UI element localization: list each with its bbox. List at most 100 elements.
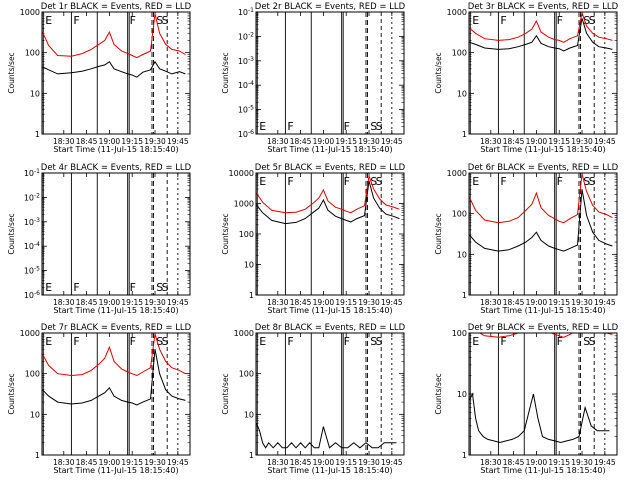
x-axis-label: Start Time (11-Jul-15 18:15:40) [267, 466, 392, 475]
marker-label-s: S [370, 335, 377, 348]
x-tick-label: 19:30 [358, 458, 380, 467]
x-tick-label: 18:45 [503, 137, 525, 146]
y-tick-label: 10-6 [24, 290, 40, 300]
series-events-line [42, 60, 186, 78]
x-tick-label: 18:30 [480, 137, 502, 146]
x-tick-label: 19:30 [358, 137, 380, 146]
x-tick-label: 19:45 [594, 137, 616, 146]
y-tick-label: 100 [25, 49, 40, 58]
marker-label-s: S [376, 335, 383, 348]
series-events-line [469, 392, 610, 444]
x-tick-label: 19:45 [167, 458, 189, 467]
y-tick-label: 1 [462, 451, 467, 460]
y-tick-label: 10-5 [24, 266, 40, 276]
y-tick-label: 100 [452, 329, 467, 338]
x-tick-label: 18:30 [53, 458, 75, 467]
panel-det-1r: Det 1r BLACK = Events, RED = LLD Counts/s… [7, 2, 192, 154]
y-tick-label: 1 [249, 451, 254, 460]
x-tick-label: 19:30 [571, 137, 593, 146]
y-tick-label: 10-5 [238, 105, 254, 115]
panel-title: Det 5r BLACK = Events, RED = LLD [255, 163, 406, 173]
marker-label-s: S [589, 14, 596, 27]
x-tick-label: 18:30 [267, 458, 289, 467]
x-tick-label: 19:15 [548, 137, 570, 146]
marker-label-f: F [557, 175, 563, 188]
x-tick-label: 19:00 [526, 137, 548, 146]
marker-label-f: F [73, 281, 79, 294]
series-events-line [42, 349, 186, 406]
x-tick-label: 18:30 [480, 458, 502, 467]
y-axis-label: Counts/sec [7, 373, 16, 414]
marker-label-f: F [73, 14, 79, 27]
marker-label-e: E [259, 335, 266, 348]
x-tick-label: 19:00 [313, 298, 335, 307]
panel-title: Det 2r BLACK = Events, RED = LLD [255, 2, 406, 12]
panel-title: Det 9r BLACK = Events, RED = LLD [468, 323, 619, 333]
x-tick-label: 19:45 [381, 298, 403, 307]
y-tick-label: 10 [457, 390, 467, 399]
panel-title: Det 1r BLACK = Events, RED = LLD [41, 2, 192, 12]
marker-label-s: S [162, 335, 169, 348]
y-tick-label: 1 [462, 130, 467, 139]
x-axis-label: Start Time (11-Jul-15 18:15:40) [267, 306, 392, 315]
y-tick-label: 10-4 [238, 80, 254, 90]
y-tick-label: 1000 [447, 8, 467, 17]
marker-label-f: F [130, 335, 136, 348]
series-lld-line [42, 13, 186, 59]
marker-label-s: S [156, 335, 163, 348]
x-tick-label: 18:30 [53, 137, 75, 146]
x-tick-label: 19:15 [121, 137, 143, 146]
y-tick-label: 1000 [234, 200, 254, 209]
marker-label-f: F [557, 14, 563, 27]
y-tick-label: 10-4 [24, 241, 40, 251]
series-lld-line [469, 12, 613, 43]
series-events-line [469, 18, 613, 52]
panel-det-4r: Det 4r BLACK = Events, RED = LLD Counts/s… [7, 163, 192, 315]
x-tick-label: 19:45 [594, 458, 616, 467]
panel-det-6r: Det 6r BLACK = Events, RED = LLD Counts/s… [434, 163, 619, 315]
panel-det-9r: Det 9r BLACK = Events, RED = LLD Counts/s… [434, 323, 619, 475]
x-tick-label: 18:45 [503, 458, 525, 467]
y-tick-label: 1 [249, 291, 254, 300]
marker-label-s: S [370, 120, 377, 133]
marker-label-e: E [472, 335, 479, 348]
y-tick-label: 10 [457, 250, 467, 259]
y-tick-label: 1 [462, 291, 467, 300]
x-tick-label: 18:30 [53, 298, 75, 307]
marker-label-s: S [156, 14, 163, 27]
x-tick-label: 19:45 [381, 137, 403, 146]
series-lld-line [256, 175, 400, 214]
y-axis-label: Counts/sec [221, 213, 230, 254]
x-tick-label: 19:45 [594, 298, 616, 307]
series-lld-line [469, 173, 613, 224]
marker-label-s: S [370, 175, 377, 188]
x-tick-label: 18:45 [76, 137, 98, 146]
x-axis-label: Start Time (11-Jul-15 18:15:40) [480, 306, 605, 315]
x-tick-label: 19:15 [548, 458, 570, 467]
y-tick-label: 10000 [229, 169, 254, 178]
marker-label-e: E [259, 175, 266, 188]
x-axis-label: Start Time (11-Jul-15 18:15:40) [53, 466, 178, 475]
panel-det-8r: Det 8r BLACK = Events, RED = LLD Counts/s… [221, 323, 406, 475]
y-tick-label: 10-3 [24, 217, 40, 227]
x-tick-label: 19:15 [121, 298, 143, 307]
marker-label-s: S [156, 281, 163, 294]
plot-frame [255, 172, 405, 296]
marker-label-f: F [500, 335, 506, 348]
x-tick-label: 18:45 [76, 458, 98, 467]
panel-det-5r: Det 5r BLACK = Events, RED = LLD Counts/s… [221, 163, 406, 315]
marker-label-e: E [472, 14, 479, 27]
marker-label-f: F [287, 335, 293, 348]
x-tick-label: 19:00 [313, 137, 335, 146]
marker-label-e: E [45, 14, 52, 27]
series-lld-line [42, 333, 186, 377]
plot-frame [41, 11, 191, 135]
x-tick-label: 19:00 [99, 137, 121, 146]
marker-label-s: S [376, 120, 383, 133]
y-axis-label: Counts/sec [434, 373, 443, 414]
marker-label-f: F [130, 14, 136, 27]
marker-label-s: S [589, 175, 596, 188]
y-axis-label: Counts/sec [434, 52, 443, 93]
x-tick-label: 18:30 [267, 137, 289, 146]
y-tick-label: 1 [35, 130, 40, 139]
